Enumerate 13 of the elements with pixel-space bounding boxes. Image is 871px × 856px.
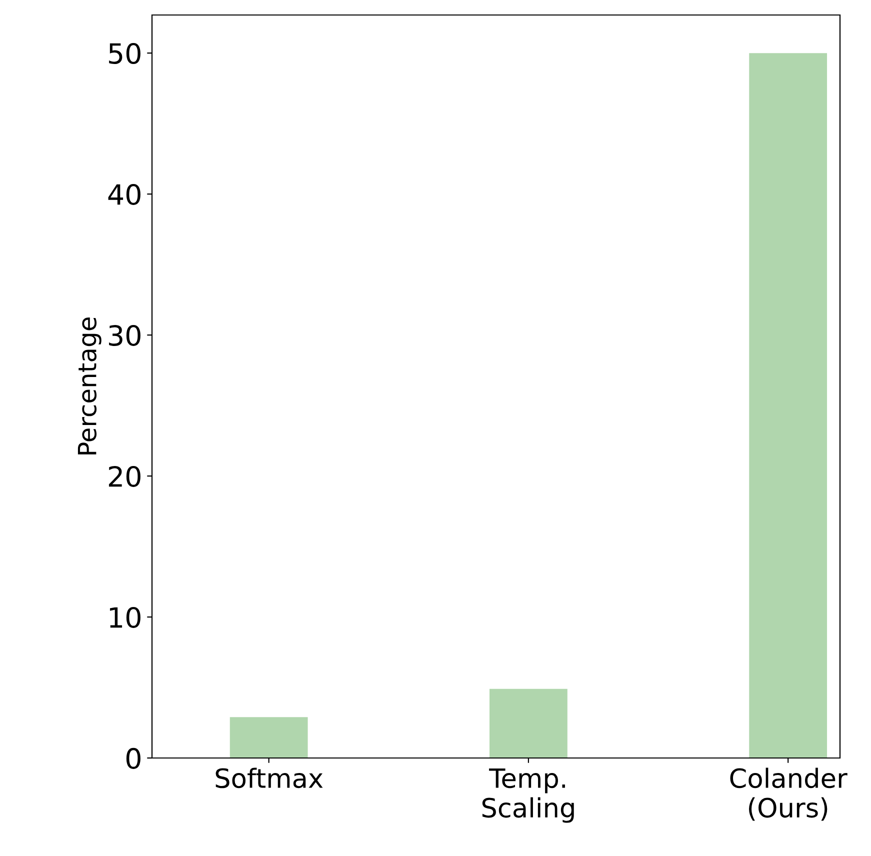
x-tick-label: Colander (Ours): [730, 768, 848, 821]
x-tick-label: Temp. Scaling: [482, 768, 574, 823]
y-tick-label: 10: [110, 606, 140, 628]
y-axis-title: Percentage: [78, 318, 102, 454]
y-tick-label: 30: [109, 324, 140, 346]
bar: [230, 717, 308, 758]
y-tick-label: 0: [126, 748, 140, 769]
y-tick-label: 50: [109, 43, 140, 64]
bar: [490, 688, 568, 758]
x-tick-label: Softmax: [216, 768, 323, 788]
y-tick-label: 40: [108, 184, 140, 205]
y-tick-label: 20: [108, 466, 140, 487]
bar: [749, 53, 828, 758]
